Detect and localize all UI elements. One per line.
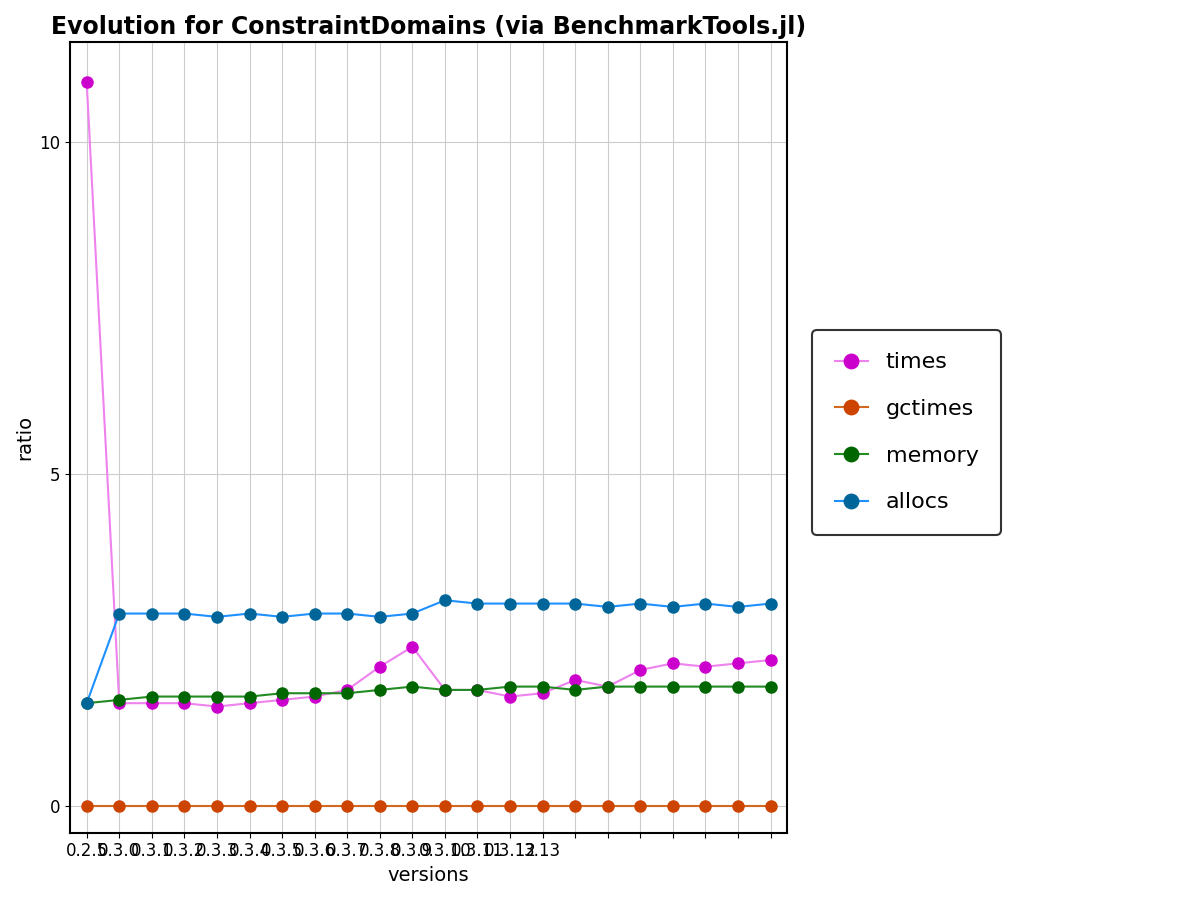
allocs xyxy=(600,601,614,612)
allocs xyxy=(372,611,386,622)
times xyxy=(763,654,778,665)
memory xyxy=(698,681,713,692)
times xyxy=(406,642,420,652)
times xyxy=(470,685,485,696)
memory xyxy=(503,681,517,692)
allocs xyxy=(79,698,94,708)
gctimes xyxy=(568,801,582,812)
allocs xyxy=(698,598,713,609)
memory xyxy=(178,691,192,702)
X-axis label: versions: versions xyxy=(388,866,469,885)
times xyxy=(666,658,680,669)
gctimes xyxy=(438,801,452,812)
allocs xyxy=(731,601,745,612)
times xyxy=(568,675,582,686)
memory xyxy=(340,688,354,698)
gctimes xyxy=(112,801,126,812)
times xyxy=(242,698,257,708)
memory xyxy=(763,681,778,692)
allocs xyxy=(634,598,648,609)
allocs xyxy=(307,608,322,619)
memory xyxy=(666,681,680,692)
Line: times: times xyxy=(82,76,776,712)
gctimes xyxy=(79,801,94,812)
gctimes xyxy=(503,801,517,812)
gctimes xyxy=(210,801,224,812)
memory xyxy=(79,698,94,708)
times xyxy=(307,691,322,702)
gctimes xyxy=(634,801,648,812)
times xyxy=(438,685,452,696)
allocs xyxy=(666,601,680,612)
times xyxy=(340,685,354,696)
allocs xyxy=(568,598,582,609)
times xyxy=(210,701,224,712)
memory xyxy=(438,685,452,696)
gctimes xyxy=(666,801,680,812)
gctimes xyxy=(600,801,614,812)
allocs xyxy=(178,608,192,619)
memory xyxy=(535,681,550,692)
Line: gctimes: gctimes xyxy=(82,801,776,812)
memory xyxy=(634,681,648,692)
times xyxy=(275,695,289,706)
gctimes xyxy=(698,801,713,812)
times xyxy=(145,698,160,708)
Line: memory: memory xyxy=(82,681,776,709)
Y-axis label: ratio: ratio xyxy=(14,415,34,460)
gctimes xyxy=(763,801,778,812)
allocs xyxy=(763,598,778,609)
Legend: times, gctimes, memory, allocs: times, gctimes, memory, allocs xyxy=(812,330,1001,535)
gctimes xyxy=(535,801,550,812)
allocs xyxy=(340,608,354,619)
allocs xyxy=(503,598,517,609)
times xyxy=(372,662,386,672)
gctimes xyxy=(307,801,322,812)
times xyxy=(112,698,126,708)
gctimes xyxy=(242,801,257,812)
Title: Evolution for ConstraintDomains (via BenchmarkTools.jl): Evolution for ConstraintDomains (via Ben… xyxy=(52,15,806,39)
memory xyxy=(470,685,485,696)
times xyxy=(698,662,713,672)
memory xyxy=(242,691,257,702)
gctimes xyxy=(470,801,485,812)
allocs xyxy=(275,611,289,622)
allocs xyxy=(145,608,160,619)
memory xyxy=(600,681,614,692)
memory xyxy=(307,688,322,698)
memory xyxy=(731,681,745,692)
allocs xyxy=(210,611,224,622)
Line: allocs: allocs xyxy=(82,595,776,709)
allocs xyxy=(112,608,126,619)
gctimes xyxy=(340,801,354,812)
times xyxy=(503,691,517,702)
gctimes xyxy=(178,801,192,812)
memory xyxy=(112,695,126,706)
memory xyxy=(210,691,224,702)
allocs xyxy=(406,608,420,619)
gctimes xyxy=(406,801,420,812)
allocs xyxy=(242,608,257,619)
gctimes xyxy=(372,801,386,812)
times xyxy=(731,658,745,669)
times xyxy=(600,681,614,692)
times xyxy=(79,76,94,87)
memory xyxy=(406,681,420,692)
memory xyxy=(568,685,582,696)
allocs xyxy=(438,595,452,606)
memory xyxy=(275,688,289,698)
allocs xyxy=(535,598,550,609)
gctimes xyxy=(275,801,289,812)
gctimes xyxy=(145,801,160,812)
gctimes xyxy=(731,801,745,812)
memory xyxy=(372,685,386,696)
times xyxy=(634,664,648,675)
times xyxy=(178,698,192,708)
times xyxy=(535,688,550,698)
memory xyxy=(145,691,160,702)
allocs xyxy=(470,598,485,609)
